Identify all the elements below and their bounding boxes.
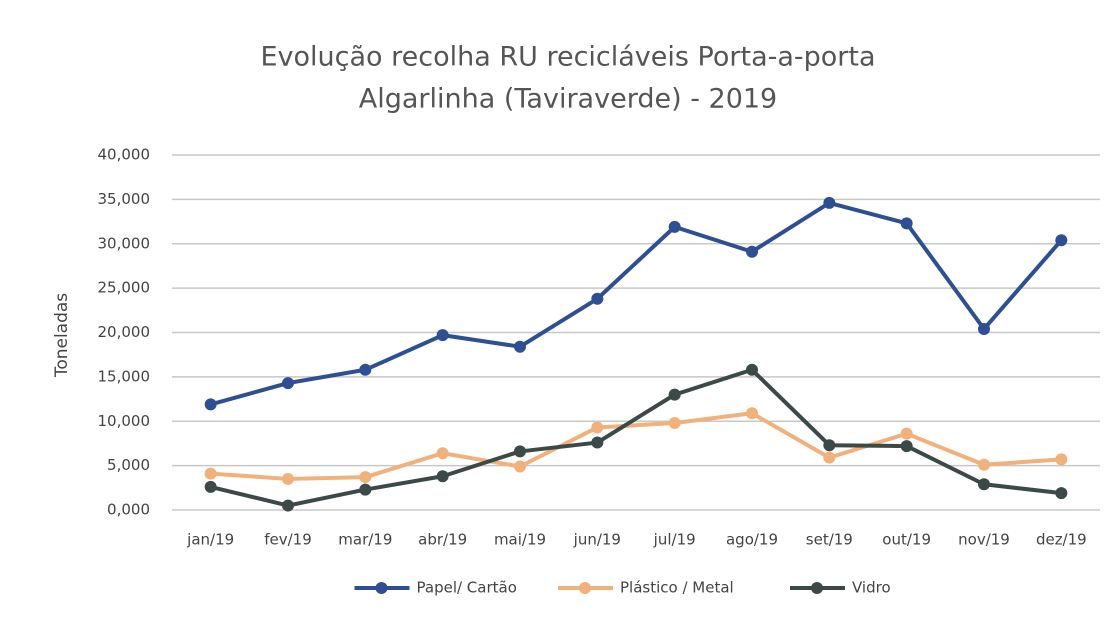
x-tick-label: nov/19	[958, 531, 1010, 549]
legend-marker	[375, 582, 388, 594]
data-point	[823, 439, 836, 452]
data-point	[514, 460, 526, 473]
series-line	[210, 411, 1062, 481]
data-point	[1055, 453, 1068, 466]
data-point	[436, 329, 449, 342]
data-point	[591, 421, 604, 434]
legend-label: Plástico / Metal	[620, 579, 734, 597]
chart-title: Evolução recolha RU recicláveis Porta-a-…	[260, 42, 875, 73]
data-point	[204, 480, 217, 493]
data-point	[978, 478, 990, 491]
x-tick-label: abr/19	[418, 531, 467, 549]
legend-label: Papel/ Cartão	[417, 579, 517, 597]
data-point	[359, 363, 372, 376]
data-point	[668, 388, 681, 401]
y-axis-label: Toneladas	[52, 293, 72, 378]
y-tick-label: 35,000	[98, 190, 151, 208]
data-point	[436, 447, 449, 460]
data-point	[282, 377, 294, 390]
y-tick-label: 5,000	[107, 456, 150, 474]
data-point	[978, 322, 990, 335]
legend-marker	[811, 582, 823, 594]
y-tick-label: 40,000	[98, 146, 151, 164]
series-line	[210, 200, 1063, 407]
data-point	[746, 245, 758, 258]
data-point	[514, 445, 526, 458]
data-point	[204, 467, 217, 480]
y-tick-label: 30,000	[98, 234, 151, 252]
data-point	[282, 499, 294, 512]
y-tick-label: 20,000	[98, 323, 151, 341]
x-tick-label: mai/19	[494, 531, 546, 549]
chart-subtitle: Algarlinha (Taviraverde) - 2019	[359, 84, 777, 115]
data-point	[1055, 487, 1068, 500]
data-point	[900, 217, 913, 230]
data-point	[823, 451, 836, 464]
data-point	[282, 472, 294, 485]
data-point	[204, 398, 217, 411]
x-tick-label: ago/19	[726, 531, 778, 549]
x-tick-label: mar/19	[338, 531, 392, 549]
data-point	[668, 417, 681, 430]
legend-label: Vidro	[852, 579, 891, 597]
data-point	[591, 436, 604, 449]
data-point	[978, 458, 990, 471]
x-tick-label: set/19	[806, 531, 853, 549]
x-tick-label: out/19	[882, 531, 931, 549]
data-point	[900, 427, 913, 440]
data-point	[514, 340, 526, 353]
y-tick-label: 10,000	[98, 412, 151, 430]
data-point	[900, 440, 913, 453]
x-tick-label: jul/19	[653, 531, 696, 549]
data-point	[668, 220, 681, 233]
series-line	[210, 367, 1062, 508]
legend-marker	[579, 582, 591, 594]
x-tick-label: fev/19	[264, 531, 312, 549]
y-tick-label: 0,000	[107, 501, 150, 519]
data-point	[359, 483, 372, 496]
y-tick-label: 25,000	[98, 279, 151, 297]
data-point	[436, 470, 449, 483]
data-point	[823, 196, 836, 209]
x-tick-label: jan/19	[186, 531, 234, 549]
y-tick-label: 15,000	[98, 367, 151, 385]
x-tick-label: dez/19	[1036, 531, 1087, 549]
data-point	[359, 471, 372, 484]
data-point	[746, 363, 758, 376]
data-point	[1055, 234, 1068, 247]
x-tick-label: jun/19	[573, 531, 621, 549]
data-point	[591, 292, 604, 305]
data-point	[746, 407, 758, 420]
